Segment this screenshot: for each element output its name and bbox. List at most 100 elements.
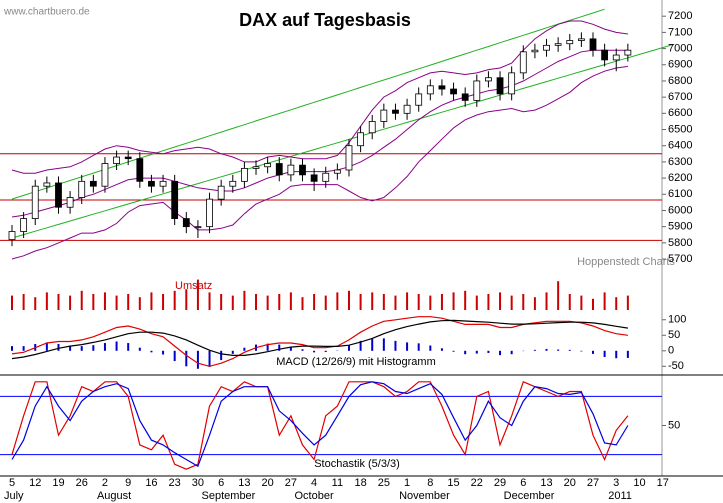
histogram-bar — [127, 343, 130, 351]
y-tick-label: -50 — [668, 360, 684, 372]
bollinger-band — [11, 65, 628, 260]
volume-bar — [196, 279, 199, 310]
candle-body — [531, 49, 539, 53]
volume-bar — [510, 295, 513, 310]
month-label: 2011 — [608, 490, 632, 502]
y-tick-label: 6400 — [668, 140, 692, 152]
y-tick-label: 50 — [668, 419, 680, 431]
volume-bar — [22, 294, 25, 310]
y-tick-label: 6600 — [668, 107, 692, 119]
histogram-bar — [406, 342, 409, 351]
bollinger-band — [11, 49, 628, 218]
histogram-bar — [615, 350, 618, 359]
month-label: December — [504, 490, 555, 502]
candle-body — [240, 167, 248, 182]
candle-body — [264, 163, 272, 168]
y-tick-label: 6700 — [668, 91, 692, 103]
trend-line — [11, 43, 675, 239]
candle-body — [20, 218, 28, 232]
candle-body — [299, 164, 306, 176]
y-tick-label: 6900 — [668, 59, 692, 71]
candle-body — [206, 198, 213, 228]
chart-title: DAX auf Tagesbasis — [239, 10, 411, 30]
candle-body — [426, 85, 434, 95]
histogram-bar — [92, 345, 95, 351]
histogram-bar — [69, 346, 72, 351]
month-label: November — [399, 490, 450, 502]
y-tick-label: 6000 — [668, 204, 692, 216]
x-tick-label: 23 — [169, 477, 181, 489]
volume-bar — [499, 292, 502, 310]
volume-bar — [103, 292, 106, 310]
month-label: July — [4, 490, 24, 502]
histogram-bar — [289, 346, 292, 351]
histogram-bar — [196, 350, 199, 369]
candle-body — [182, 218, 190, 228]
x-tick-label: 6 — [218, 477, 224, 489]
y-tick-label: 7200 — [668, 10, 692, 22]
candle-body — [438, 85, 446, 90]
histogram-bar — [313, 350, 316, 353]
candle-body — [194, 226, 202, 229]
x-tick-label: 16 — [145, 477, 157, 489]
candle-body — [392, 109, 399, 114]
candle-body — [554, 43, 562, 46]
volume-bar — [336, 292, 339, 310]
histogram-bar — [568, 349, 571, 351]
histogram-bar — [115, 341, 118, 351]
candle-body — [31, 185, 39, 219]
x-tick-label: 1 — [404, 477, 410, 489]
volume-bar — [487, 294, 490, 310]
candle-body — [229, 180, 237, 187]
month-label: September — [202, 490, 256, 502]
candle-body — [43, 182, 51, 187]
histogram-bar — [499, 350, 502, 356]
x-tick-label: 11 — [332, 477, 343, 489]
candle-body — [148, 180, 155, 187]
histogram-bar — [592, 350, 594, 354]
candle-body — [496, 77, 504, 95]
x-tick-label: 29 — [494, 477, 506, 489]
volume-bar — [324, 295, 327, 310]
y-tick-label: 6200 — [668, 172, 692, 184]
histogram-bar — [533, 349, 536, 351]
histogram-bar — [359, 340, 362, 351]
volume-bar — [533, 297, 536, 310]
volume-bar — [255, 294, 258, 310]
candle-body — [624, 49, 632, 56]
volume-bar — [545, 292, 548, 310]
candle-body — [612, 54, 620, 61]
volume-bar — [313, 294, 316, 310]
panel-title: Umsatz — [175, 280, 212, 292]
volume-bar — [45, 292, 48, 310]
x-tick-label: 12 — [29, 477, 41, 489]
x-tick-label: 22 — [471, 477, 483, 489]
volume-bar — [231, 295, 234, 310]
y-tick-label: 0 — [668, 345, 674, 357]
histogram-bar — [220, 350, 223, 361]
volume-bar — [580, 295, 583, 310]
candle-body — [159, 180, 167, 187]
histogram-bar — [557, 349, 560, 351]
credit: Hoppenstedt Charts — [577, 256, 675, 268]
month-label: October — [295, 490, 334, 502]
volume-bar — [243, 290, 246, 310]
macd-line — [11, 319, 628, 360]
candle-body — [357, 132, 365, 147]
volume-bar — [440, 294, 443, 310]
candle-body — [461, 93, 469, 101]
x-tick-label: 19 — [52, 477, 64, 489]
candle-body — [66, 197, 74, 208]
volume-bar — [11, 295, 13, 310]
volume-bar — [115, 295, 118, 310]
month-label: August — [97, 490, 131, 502]
volume-bar — [34, 297, 37, 310]
panel-title: Stochastik (5/3/3) — [314, 458, 400, 470]
candle-body — [322, 172, 330, 182]
candle-body — [566, 40, 574, 45]
candle-body — [55, 182, 62, 208]
histogram-bar — [103, 343, 106, 351]
candle-body — [275, 163, 283, 176]
histogram-bar — [301, 349, 304, 351]
candle-body — [252, 166, 260, 169]
